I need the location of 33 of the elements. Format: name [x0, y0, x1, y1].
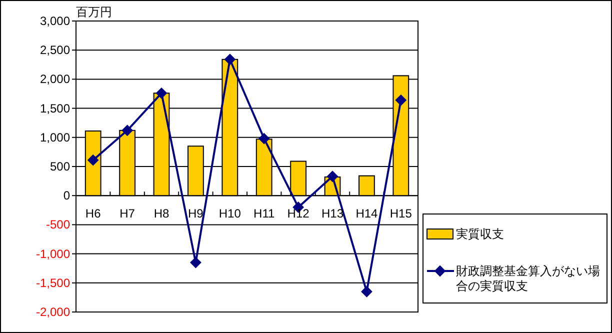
- x-tick-label: H13: [321, 206, 344, 221]
- point: [122, 124, 133, 136]
- x-tick-label: H14: [356, 206, 378, 221]
- y-tick-label: 1,500: [40, 101, 70, 116]
- y-tick-label: 500: [50, 160, 70, 174]
- y-tick-label: -500: [46, 218, 70, 232]
- point: [327, 170, 338, 182]
- x-tick-label: H6: [85, 206, 102, 221]
- point: [88, 154, 99, 166]
- y-tick-label: 2,000: [40, 72, 70, 86]
- x-tick-label: H9: [188, 206, 204, 221]
- y-tick-label: -1,000: [36, 246, 70, 261]
- y-tick-label: 0: [63, 188, 70, 203]
- point: [224, 54, 236, 65]
- legend-label: 実質収支: [456, 227, 504, 241]
- y-axis-title: 百万円: [76, 5, 112, 19]
- x-tick-label: H11: [254, 206, 275, 221]
- x-tick-label: H12: [287, 206, 310, 221]
- x-tick-label: H10: [218, 206, 242, 221]
- x-tick-label: H8: [154, 206, 170, 221]
- point: [156, 88, 167, 99]
- legend-label: 財政調整基金算入がない場合の実質収支: [456, 264, 600, 293]
- y-tick-label: 1,000: [40, 130, 70, 144]
- y-tick-label: -2,000: [36, 305, 70, 319]
- x-tick-label: H7: [120, 206, 136, 221]
- point: [258, 133, 270, 144]
- y-tick-label: -1,500: [36, 276, 70, 290]
- point: [361, 286, 372, 298]
- point: [395, 94, 406, 106]
- y-tick-label: 2,500: [40, 43, 70, 58]
- y-tick-label: 3,000: [40, 14, 70, 28]
- point: [190, 257, 202, 268]
- x-tick-label: H15: [390, 206, 412, 221]
